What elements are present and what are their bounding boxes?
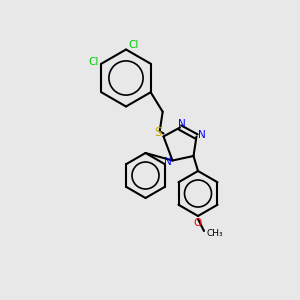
Text: N: N <box>178 119 185 129</box>
Text: Cl: Cl <box>88 57 99 67</box>
Text: N: N <box>198 130 206 140</box>
Text: Cl: Cl <box>128 40 139 50</box>
Text: O: O <box>194 218 202 229</box>
Text: CH₃: CH₃ <box>206 230 223 238</box>
Text: N: N <box>164 157 172 167</box>
Text: S: S <box>154 126 162 139</box>
